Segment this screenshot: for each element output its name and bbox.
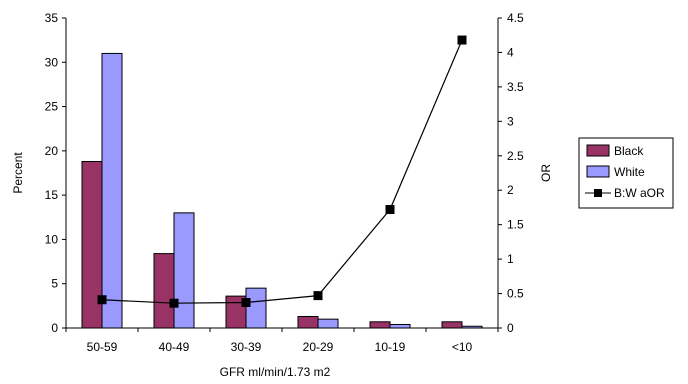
x-tick-label-4: 10-19: [375, 340, 406, 354]
x-tick-label-2: 30-39: [231, 340, 262, 354]
bar-white-0: [101, 52, 123, 329]
bar-black-5: [441, 321, 463, 329]
y-right-tick-label-5: 2.5: [507, 149, 524, 163]
y-tick-label-5: 25: [45, 100, 59, 114]
y-right-tick-label-6: 3: [507, 114, 514, 128]
bar-white-1: [173, 212, 195, 329]
aor-marker-2: [241, 298, 251, 308]
aor-marker-0: [97, 295, 107, 305]
y-right-axis-title: OR: [539, 164, 553, 182]
bar-white-3: [317, 318, 339, 329]
bar-white-2: [245, 287, 267, 329]
legend-swatch-white: [586, 165, 610, 178]
y-tick-label-0: 0: [51, 321, 58, 335]
y-right-tick-label-9: 4.5: [507, 11, 524, 25]
legend-label-white: White: [614, 165, 645, 179]
x-tick-label-1: 40-49: [159, 340, 190, 354]
y-right-tick-label-1: 0.5: [507, 287, 524, 301]
y-tick-label-2: 10: [45, 232, 59, 246]
aor-marker-4: [385, 205, 395, 215]
legend-marker-symbol: [594, 189, 602, 197]
x-tick-label-5: <10: [452, 340, 473, 354]
y-tick-label-3: 15: [45, 188, 59, 202]
bar-white-4: [389, 323, 411, 329]
bar-black-1: [153, 253, 175, 329]
aor-marker-1: [169, 298, 179, 308]
y-right-tick-label-8: 4: [507, 45, 514, 59]
x-tick-label-3: 20-29: [303, 340, 334, 354]
x-tick-label-0: 50-59: [87, 340, 118, 354]
aor-marker-3: [313, 291, 323, 301]
y-right-tick-label-2: 1: [507, 252, 514, 266]
y-right-tick-label-3: 1.5: [507, 218, 524, 232]
x-axis-title: GFR ml/min/1.73 m2: [220, 365, 331, 379]
y-axis-title: Percent: [11, 152, 25, 194]
legend-swatch-black: [586, 144, 610, 157]
y-right-tick-label-0: 0: [507, 321, 514, 335]
y-right-tick-label-4: 2: [507, 183, 514, 197]
legend: Black White B:W aOR: [578, 137, 674, 209]
y-tick-label-4: 20: [45, 144, 59, 158]
aor-marker-5: [457, 35, 467, 45]
y-tick-label-7: 35: [45, 11, 59, 25]
aor-line: [101, 39, 463, 304]
bar-black-3: [297, 315, 319, 329]
y-right-tick-label-7: 3.5: [507, 80, 524, 94]
bar-black-4: [369, 321, 391, 329]
y-tick-label-6: 30: [45, 55, 59, 69]
legend-label-aor: B:W aOR: [614, 186, 665, 200]
y-tick-label-1: 5: [51, 277, 58, 291]
legend-label-black: Black: [614, 144, 644, 158]
